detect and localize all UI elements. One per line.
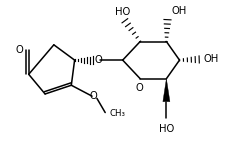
Text: CH₃: CH₃ — [110, 109, 126, 118]
Text: HO: HO — [115, 7, 130, 17]
Polygon shape — [163, 79, 170, 102]
Text: O: O — [136, 83, 144, 93]
Text: OH: OH — [171, 6, 187, 16]
Text: HO: HO — [159, 124, 174, 134]
Text: OH: OH — [204, 54, 219, 64]
Text: O: O — [94, 55, 102, 65]
Text: O: O — [89, 91, 97, 101]
Text: O: O — [15, 45, 23, 55]
